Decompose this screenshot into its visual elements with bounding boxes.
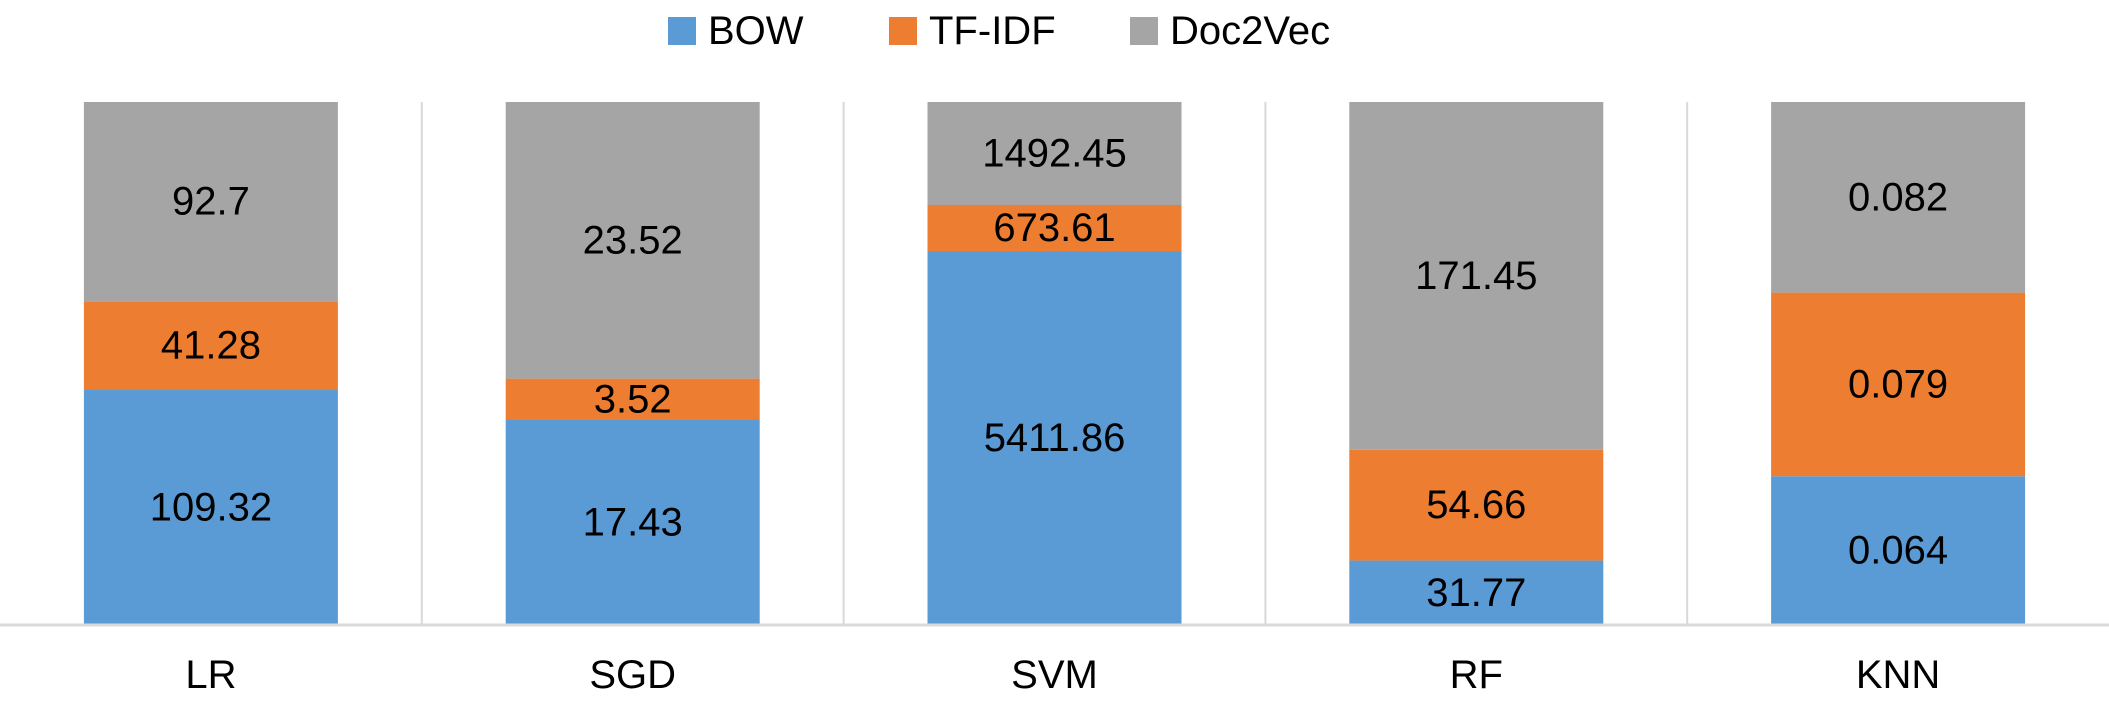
x-tick-label-lr: LR [185, 653, 236, 697]
x-tick-label-knn: KNN [1856, 653, 1940, 697]
legend-label-doc2vec: Doc2Vec [1170, 9, 1330, 53]
legend-label-tf-idf: TF-IDF [929, 9, 1056, 53]
bar-rf-tf-idf [1349, 449, 1604, 561]
legend-swatch-bow [668, 17, 696, 45]
bar-sgd-doc2vec [505, 102, 760, 379]
bar-svm-doc2vec [927, 102, 1182, 206]
bar-svm-tf-idf [927, 205, 1182, 252]
data-label-svm-doc2vec: 1492.45 [982, 132, 1127, 176]
data-label-knn-bow: 0.064 [1848, 529, 1948, 573]
bar-lr-bow [83, 390, 338, 625]
data-label-svm-tf-idf: 673.61 [993, 206, 1115, 250]
bar-rf-bow [1349, 560, 1604, 625]
data-label-knn-tf-idf: 0.079 [1848, 362, 1948, 406]
data-label-svm-bow: 5411.86 [984, 416, 1126, 460]
bar-knn-tf-idf [1771, 292, 2026, 477]
data-label-rf-tf-idf: 54.66 [1426, 483, 1526, 527]
data-label-sgd-doc2vec: 23.52 [583, 218, 683, 262]
data-label-lr-bow: 109.32 [150, 486, 272, 530]
legend-label-bow: BOW [708, 9, 804, 53]
x-tick-label-rf: RF [1450, 653, 1503, 697]
legend-swatch-tf-idf [889, 17, 917, 45]
data-label-lr-doc2vec: 92.7 [172, 180, 250, 224]
bar-svm-bow [927, 251, 1182, 625]
x-tick-label-svm: SVM [1011, 653, 1098, 697]
bar-knn-doc2vec [1771, 102, 2026, 293]
legend-swatch-doc2vec [1130, 17, 1158, 45]
bar-rf-doc2vec [1349, 102, 1604, 450]
x-tick-label-sgd: SGD [589, 653, 676, 697]
bar-knn-bow [1771, 476, 2026, 625]
data-label-rf-bow: 31.77 [1426, 571, 1526, 615]
bar-lr-doc2vec [83, 102, 338, 302]
data-label-lr-tf-idf: 41.28 [161, 324, 261, 368]
data-label-rf-doc2vec: 171.45 [1415, 254, 1537, 298]
data-label-sgd-tf-idf: 3.52 [594, 377, 672, 421]
bar-lr-tf-idf [83, 301, 338, 391]
data-label-sgd-bow: 17.43 [583, 501, 683, 545]
data-label-knn-doc2vec: 0.082 [1848, 175, 1948, 219]
bar-sgd-bow [505, 420, 760, 625]
bar-sgd-tf-idf [505, 378, 760, 421]
